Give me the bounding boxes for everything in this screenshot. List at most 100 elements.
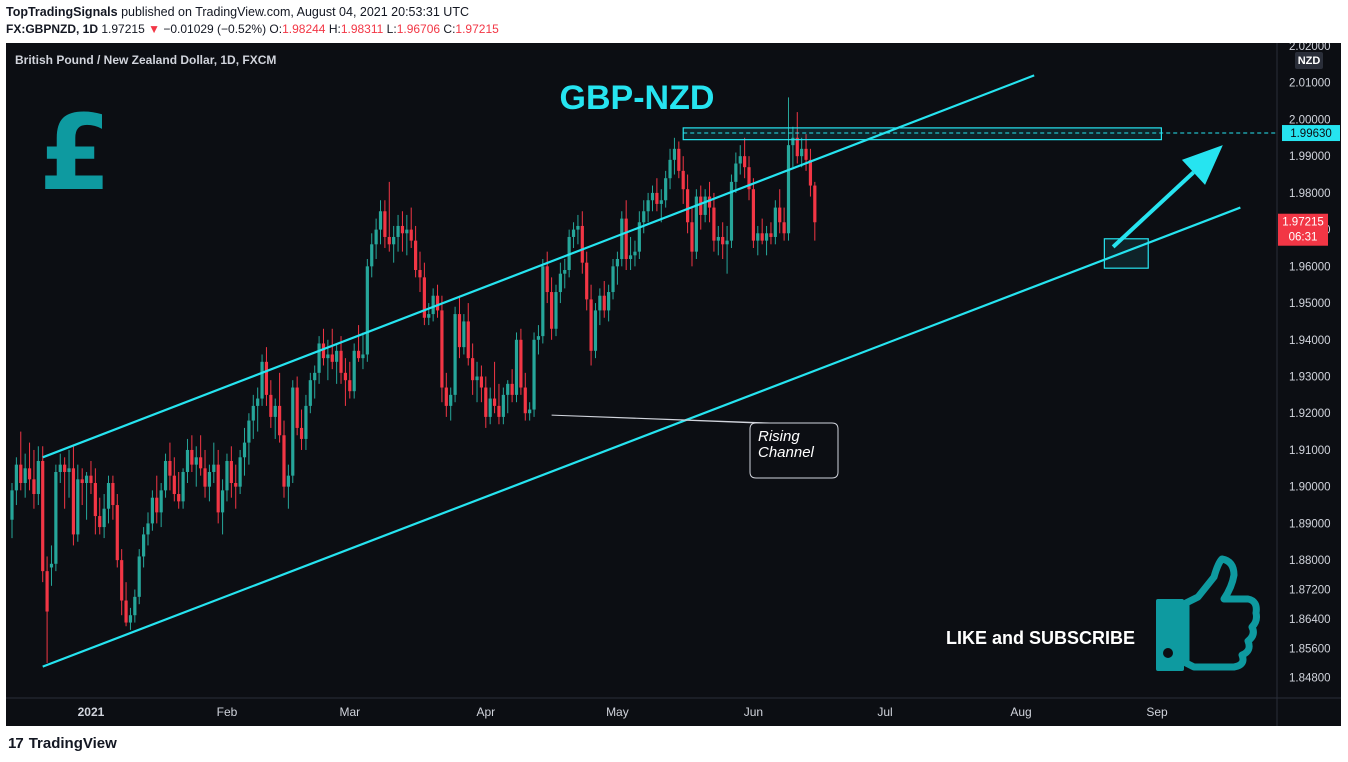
candle-body[interactable] <box>220 490 225 513</box>
candle-body[interactable] <box>317 343 321 373</box>
candle-body[interactable] <box>273 405 277 417</box>
candle-body[interactable] <box>664 178 668 201</box>
candle-body[interactable] <box>352 350 356 392</box>
candle-body[interactable] <box>729 181 734 241</box>
candle-body[interactable] <box>45 571 49 612</box>
candle-body[interactable] <box>313 372 317 381</box>
candle-body[interactable] <box>462 321 466 348</box>
candle-body[interactable] <box>633 251 637 256</box>
candle-body[interactable] <box>264 361 269 395</box>
candle-body[interactable] <box>185 449 190 472</box>
support-box[interactable] <box>1103 238 1149 269</box>
candle-body[interactable] <box>405 229 409 234</box>
candle-body[interactable] <box>479 376 484 388</box>
candle-body[interactable] <box>414 240 418 271</box>
candle-body[interactable] <box>76 479 80 535</box>
candle-body[interactable] <box>813 185 817 223</box>
candle-body[interactable] <box>440 310 444 388</box>
candle-body[interactable] <box>628 255 633 259</box>
candle-body[interactable] <box>177 494 181 502</box>
candle-body[interactable] <box>308 380 312 406</box>
candle-body[interactable] <box>67 468 71 472</box>
candle-body[interactable] <box>672 148 677 160</box>
candle-body[interactable] <box>431 295 435 315</box>
candle-body[interactable] <box>242 442 247 458</box>
author-name[interactable]: TopTradingSignals <box>6 5 118 19</box>
candle-body[interactable] <box>580 225 584 263</box>
candle-body[interactable] <box>409 229 413 241</box>
candle-body[interactable] <box>23 468 27 484</box>
candle-body[interactable] <box>624 218 628 259</box>
like-subscribe-text[interactable]: LIKE and SUBSCRIBE <box>946 628 1135 648</box>
candle-body[interactable] <box>466 321 470 359</box>
candle-body[interactable] <box>585 262 589 300</box>
candle-body[interactable] <box>457 314 462 348</box>
candle-body[interactable] <box>124 600 128 623</box>
candle-body[interactable] <box>150 497 154 524</box>
candle-body[interactable] <box>738 156 742 164</box>
candle-body[interactable] <box>106 483 111 509</box>
candle-body[interactable] <box>808 159 813 186</box>
candle-body[interactable] <box>10 490 14 520</box>
candle-body[interactable] <box>93 483 97 517</box>
candle-body[interactable] <box>400 225 405 234</box>
candle-body[interactable] <box>102 508 106 528</box>
candle-body[interactable] <box>14 464 18 491</box>
candle-body[interactable] <box>497 405 501 417</box>
candle-body[interactable] <box>642 211 646 223</box>
candle-body[interactable] <box>453 314 457 395</box>
candle-body[interactable] <box>326 354 330 359</box>
candle-body[interactable] <box>348 380 352 392</box>
candle-body[interactable] <box>286 475 290 487</box>
candle-body[interactable] <box>769 233 773 237</box>
candle-body[interactable] <box>396 225 400 237</box>
candle-body[interactable] <box>356 350 361 359</box>
candle-body[interactable] <box>365 266 369 355</box>
candle-body[interactable] <box>256 398 260 406</box>
candle-body[interactable] <box>488 398 492 417</box>
candle-body[interactable] <box>295 387 299 428</box>
candle-body[interactable] <box>563 270 567 274</box>
candle-body[interactable] <box>190 449 194 465</box>
candle-body[interactable] <box>181 471 185 502</box>
candle-body[interactable] <box>41 460 45 572</box>
candle-body[interactable] <box>115 505 119 561</box>
candle-body[interactable] <box>168 460 172 476</box>
candle-body[interactable] <box>361 354 365 359</box>
candle-body[interactable] <box>795 137 799 157</box>
candle-body[interactable] <box>650 192 655 201</box>
candle-body[interactable] <box>471 358 475 381</box>
candle-body[interactable] <box>49 563 54 568</box>
candle-body[interactable] <box>514 339 519 395</box>
candle-body[interactable] <box>260 361 264 399</box>
candle-body[interactable] <box>554 292 558 329</box>
candle-body[interactable] <box>422 277 426 318</box>
candle-body[interactable] <box>694 196 698 252</box>
candle-body[interactable] <box>541 266 545 337</box>
candle-body[interactable] <box>607 292 611 311</box>
candle-body[interactable] <box>747 167 751 190</box>
candle-body[interactable] <box>194 457 198 465</box>
candle-body[interactable] <box>690 222 694 252</box>
candle-body[interactable] <box>19 464 23 484</box>
candle-body[interactable] <box>330 354 334 362</box>
resistance-price-tag[interactable] <box>1282 125 1340 142</box>
candle-body[interactable] <box>598 295 602 311</box>
candle-body[interactable] <box>155 497 159 513</box>
candle-body[interactable] <box>501 394 505 417</box>
candle-body[interactable] <box>225 460 229 491</box>
candle-body[interactable] <box>282 435 286 487</box>
candle-body[interactable] <box>646 200 650 212</box>
candle-body[interactable] <box>804 148 808 160</box>
candle-body[interactable] <box>343 372 348 381</box>
candle-body[interactable] <box>335 350 339 362</box>
candle-body[interactable] <box>146 523 150 535</box>
candle-body[interactable] <box>444 387 448 406</box>
current-price-tag[interactable] <box>1278 213 1328 246</box>
candle-body[interactable] <box>484 387 488 417</box>
candle-body[interactable] <box>392 236 396 245</box>
candle-body[interactable] <box>89 475 93 484</box>
candle-body[interactable] <box>615 258 620 267</box>
candle-body[interactable] <box>712 207 716 241</box>
candle-body[interactable] <box>637 222 641 252</box>
